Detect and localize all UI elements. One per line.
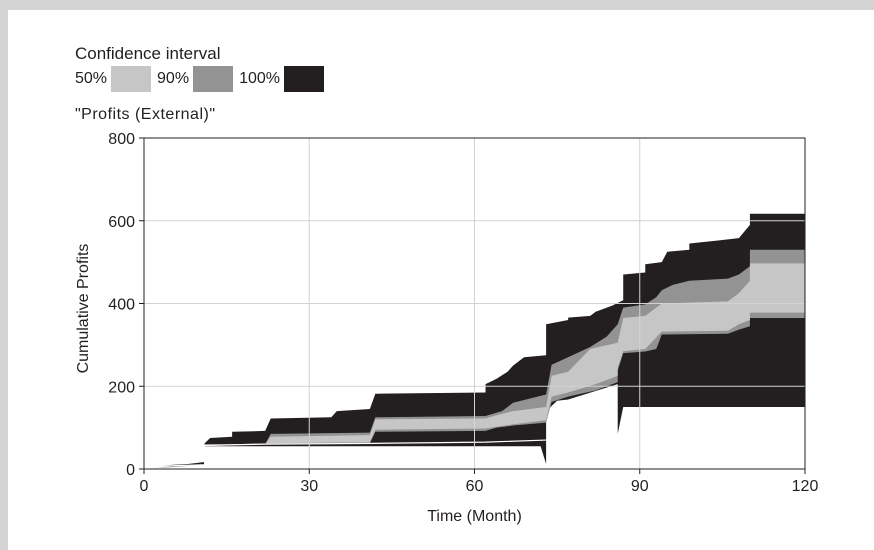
x-tick-label: 90 bbox=[631, 478, 649, 495]
y-tick-label: 0 bbox=[126, 462, 135, 479]
y-tick-label: 600 bbox=[108, 214, 135, 231]
x-axis-label: Time (Month) bbox=[427, 508, 522, 525]
x-tick-label: 0 bbox=[140, 478, 149, 495]
legend-title: Confidence interval bbox=[75, 44, 221, 63]
y-tick-label: 200 bbox=[108, 379, 135, 396]
variable-label: "Profits (External)" bbox=[75, 106, 216, 123]
y-tick-label: 800 bbox=[108, 131, 135, 148]
legend-label-50: 50% bbox=[75, 70, 108, 87]
x-tick-label: 60 bbox=[466, 478, 484, 495]
y-tick-label: 400 bbox=[108, 297, 135, 314]
legend: 50% 90% 100% bbox=[75, 66, 330, 92]
legend-swatch-50 bbox=[111, 66, 152, 92]
legend-swatch-90 bbox=[193, 66, 234, 92]
x-tick-label: 30 bbox=[300, 478, 318, 495]
y-axis-label: Cumulative Profits bbox=[75, 244, 92, 374]
legend-item-100: 100% bbox=[239, 66, 330, 92]
legend-swatch-100 bbox=[283, 66, 324, 92]
x-tick-label: 120 bbox=[792, 478, 819, 495]
legend-item-50: 50% bbox=[75, 66, 157, 92]
legend-item-90: 90% bbox=[157, 66, 239, 92]
median-line bbox=[143, 439, 805, 470]
legend-label-100: 100% bbox=[239, 70, 280, 87]
legend-label-90: 90% bbox=[157, 70, 190, 87]
